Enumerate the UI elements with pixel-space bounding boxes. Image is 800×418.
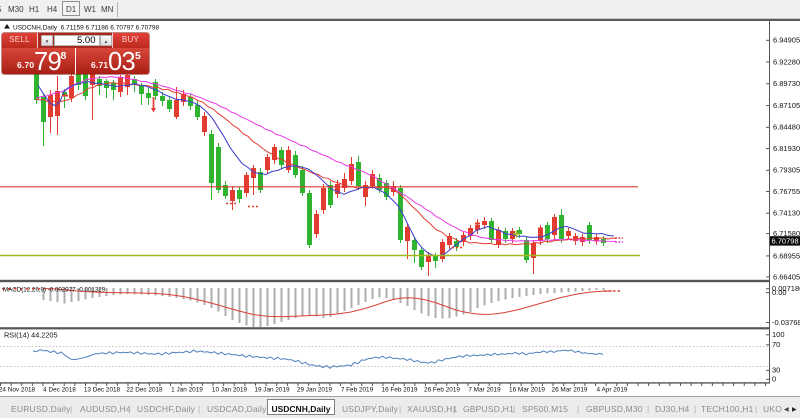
- svg-text:6.81930: 6.81930: [773, 144, 800, 153]
- svg-text:4 Dec 2018: 4 Dec 2018: [43, 387, 76, 394]
- svg-text:16 Mar 2019: 16 Mar 2019: [509, 387, 545, 394]
- svg-text:26 Mar 2019: 26 Mar 2019: [552, 387, 588, 394]
- svg-text:-0.037688: -0.037688: [772, 318, 800, 327]
- svg-text:26 Feb 2019: 26 Feb 2019: [424, 387, 460, 394]
- svg-text:4 Apr 2019: 4 Apr 2019: [597, 387, 628, 394]
- svg-text:7 Mar 2019: 7 Mar 2019: [468, 387, 501, 394]
- svg-text:6.68955: 6.68955: [773, 251, 800, 260]
- svg-text:6.66405: 6.66405: [773, 272, 800, 281]
- svg-text:0.007186: 0.007186: [772, 284, 800, 293]
- svg-text:29 Jan 2019: 29 Jan 2019: [297, 387, 333, 394]
- svg-text:30: 30: [772, 366, 780, 375]
- svg-text:6.76755: 6.76755: [773, 187, 800, 196]
- svg-text:13 Dec 2018: 13 Dec 2018: [84, 387, 121, 394]
- svg-text:0: 0: [772, 375, 776, 384]
- svg-text:16 Feb 2019: 16 Feb 2019: [382, 387, 418, 394]
- svg-text:6.71580: 6.71580: [773, 229, 800, 238]
- svg-text:6.84480: 6.84480: [773, 123, 800, 132]
- svg-text:RSI(14) 44.2205: RSI(14) 44.2205: [4, 331, 58, 340]
- svg-text:100: 100: [772, 330, 785, 339]
- svg-text:0.00: 0.00: [772, 288, 787, 297]
- svg-text:70: 70: [772, 340, 780, 349]
- svg-text:MACD(12,26,9) -0.002977 -0.001: MACD(12,26,9) -0.002977 -0.001329: [3, 287, 106, 294]
- svg-text:1 Jan 2019: 1 Jan 2019: [171, 387, 203, 394]
- svg-text:6.70798: 6.70798: [772, 236, 799, 245]
- svg-text:6.87105: 6.87105: [773, 101, 800, 110]
- svg-text:6.89730: 6.89730: [773, 79, 800, 88]
- svg-text:22 Dec 2018: 22 Dec 2018: [126, 387, 163, 394]
- svg-text:6.74130: 6.74130: [773, 209, 800, 218]
- svg-text:USDCNH,Daily 6.71159 6.71186: USDCNH,Daily 6.71159 6.71186 6.70797 6.7…: [13, 25, 159, 32]
- svg-text:10 Jan 2019: 10 Jan 2019: [212, 387, 248, 394]
- svg-text:6.92280: 6.92280: [773, 57, 800, 66]
- svg-text:24 Nov 2018: 24 Nov 2018: [0, 387, 36, 394]
- svg-text:6.79305: 6.79305: [773, 166, 800, 175]
- svg-text:7 Feb 2019: 7 Feb 2019: [341, 387, 374, 394]
- svg-text:6.94905: 6.94905: [773, 36, 800, 45]
- svg-text:19 Jan 2019: 19 Jan 2019: [254, 387, 290, 394]
